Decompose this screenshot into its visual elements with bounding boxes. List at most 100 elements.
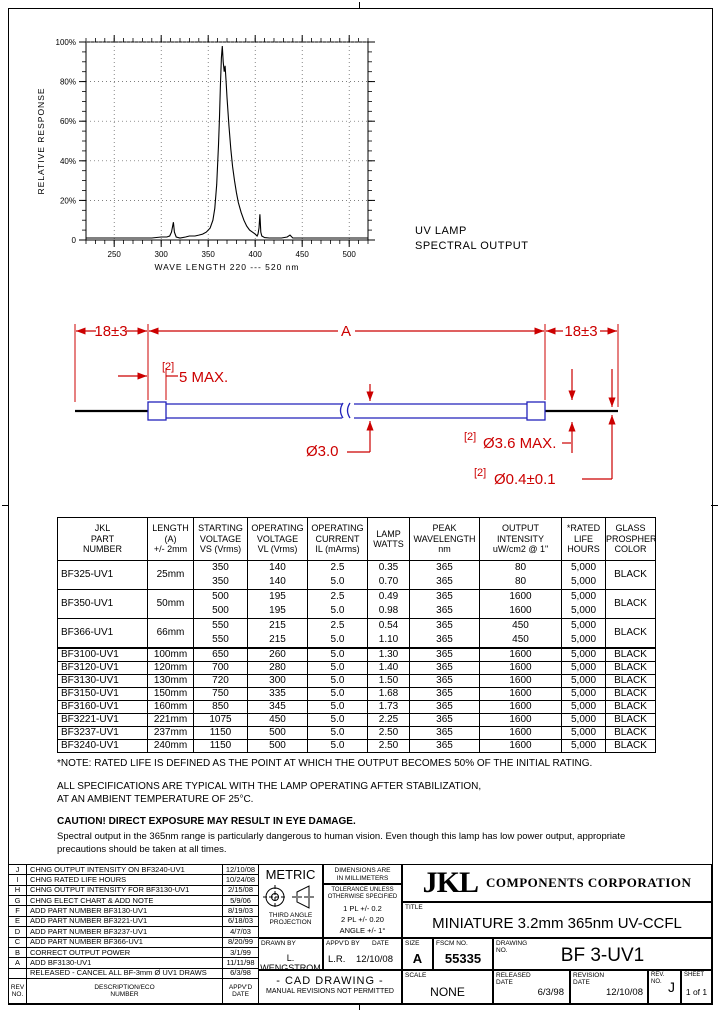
revision-row: J CHNG OUTPUT INTENSITY ON BF3240-UV1 12/1… [8,863,259,876]
tolerance-1pl: 1 PL +/- 0.2 [343,904,382,913]
spec-cell: 80 [479,560,562,575]
spec-cell: BLACK [605,647,656,662]
spec-cell: 195 [247,604,308,619]
revision-cell: I [8,874,27,886]
revision-cell: B [8,946,27,959]
y-axis-title: RELATIVE RESPONSE [36,87,46,194]
spec-cell: 1600 [479,674,562,688]
spec-cell: 450 [479,618,562,633]
spec-cell: OUTPUT INTENSITY uW/cm2 @ 1" [479,517,562,561]
spec-cell: 2.5 [307,589,368,604]
spec-cell: 5,000 [561,700,606,714]
table-row: 500 195 5.0 0.98 365 1600 5,000 [58,604,656,619]
spec-cell: 140 [247,575,308,590]
spec-cell: 5,000 [561,713,606,727]
sheet-label: SHEET [684,972,705,978]
table-row: BF3237-UV1 237mm 1150 500 5.0 2.50 365 1600 5,00… [57,726,656,740]
revision-footer-row: REV NO. DESCRIPTION/ECO NUMBER APPV'D DATE [8,978,259,1004]
spec-cell: 5.0 [307,633,368,649]
revision-cell: CHNG RATED LIFE HOURS [26,874,223,886]
date-label: DATE [372,940,389,947]
spec-cell: 5.0 [307,700,368,714]
spec-cell: 5,000 [561,661,606,675]
drawing-border [8,8,713,1005]
spec-cell: 5.0 [307,647,368,662]
metric-box: METRIC THIRD ANGLE PROJECTION [258,864,323,938]
revision-cell: 8/20/99 [222,936,259,948]
metric-label: METRIC [265,867,316,882]
revision-cell [8,967,27,980]
spec-cell: BLACK [605,687,656,701]
revision-cell: 3/1/99 [222,946,259,959]
spec-cell: 1600 [479,687,562,701]
edge-tick-bottom [359,1003,360,1010]
spec-cell: OPERATING VOLTAGE VL (Vrms) [247,517,308,561]
fscm-label: FSCM NO. [436,940,468,947]
spec-cell: 1.73 [367,700,410,714]
revision-cell: ADD PART NUMBER BF3130-UV1 [26,905,223,917]
spec-cell: 5,000 [561,674,606,688]
tolerance-title: TOLERANCE UNLESS OTHERWISE SPECIFIED [327,887,398,900]
spec-cell: 240mm [147,739,194,753]
spec-cell: BLACK [605,618,656,648]
rev-no-value: J [668,979,675,995]
x-tick-label: 350 [202,250,216,259]
x-tick-label: 500 [343,250,357,259]
dimensions-note-box: DIMENSIONS ARE IN MILLIMETERS [323,864,402,884]
released-date-label: RELEASED DATE [496,972,531,986]
revision-footer-cell: APPV'D DATE [222,978,259,1004]
revision-cell: 5/9/06 [222,895,259,907]
revision-cell: D [8,926,27,938]
spec-cell: BF350-UV1 [57,589,148,619]
revision-cell: E [8,915,27,928]
tolerance-box: TOLERANCE UNLESS OTHERWISE SPECIFIED 1 P… [323,884,402,938]
y-tick-label: 60% [60,117,76,126]
dimensions-note: DIMENSIONS ARE IN MILLIMETERS [334,867,391,882]
revision-row: B CORRECT OUTPUT POWER 3/1/99 [8,946,259,959]
spec-cell: 1600 [479,661,562,675]
spec-cell: 237mm [147,726,194,740]
rev-no-box: REV. NO. J [648,970,681,1004]
spec-cell: 1.68 [367,687,410,701]
spec-cell: PEAK WAVELENGTH nm [409,517,480,561]
revision-cell: 6/18/03 [222,915,259,928]
revision-cell: C [8,936,27,948]
spec-cell: 365 [409,604,480,619]
spec-cell: *RATED LIFE HOURS [561,517,606,561]
size-box: SIZE A [402,938,433,970]
spec-cell: 66mm [147,618,194,648]
note-rated-life: *NOTE: RATED LIFE IS DEFINED AS THE POIN… [57,758,593,769]
y-tick-label: 20% [60,196,76,205]
revision-cell: ADD BF3130-UV1 [26,957,223,969]
title-block: METRIC THIRD ANGLE PROJECTION DIMENSIONS… [258,864,712,1004]
drawing-number-label: DRAWING NO. [496,940,528,954]
spec-header-row: JKL PART NUMBER LENGTH (A) +/- 2mm STARTIN… [57,517,656,561]
spec-cell: 365 [409,589,480,604]
revision-cell: CHNG OUTPUT INTENSITY ON BF3240-UV1 [26,863,223,876]
spec-cell: 550 [193,618,248,633]
x-tick-label: 250 [108,250,122,259]
dim-lead-left: 18±3 [94,323,127,340]
title-label: TITLE [405,904,423,911]
spec-cell: 500 [247,739,308,753]
y-tick-label: 80% [60,78,76,87]
spec-cell: 1.50 [367,674,410,688]
spec-cell: 140 [247,560,308,575]
spec-cell: 1.40 [367,661,410,675]
spectral-output-chart: 250 300 350 400 450 500 0 20% 40% 60% 80% 100% WAVE … [36,35,375,272]
spec-cell: 850 [193,700,248,714]
spec-cell: 1600 [479,647,562,662]
spec-cell: 100mm [147,647,194,662]
table-row: BF325-UV1 25mm 350 140 2.5 0.35 365 80 5,000 BLAC… [57,560,656,590]
title-box: TITLE MINIATURE 3.2mm 365nm UV-CCFL [402,902,712,938]
spec-cell: 150mm [147,687,194,701]
spec-cell: 345 [247,700,308,714]
spec-cell: BF3150-UV1 [57,687,148,701]
spec-cell: 5.0 [307,726,368,740]
spec-cell: BF325-UV1 [57,560,148,590]
cad-drawing-box: - CAD DRAWING - MANUAL REVISIONS NOT PER… [258,970,402,1004]
spec-cell: 1150 [193,739,248,753]
spec-cell: 5,000 [561,633,606,649]
drawing-number-box: DRAWING NO. BF 3-UV1 [493,938,712,970]
x-axis-title: WAVE LENGTH 220 --- 520 nm [154,262,299,272]
